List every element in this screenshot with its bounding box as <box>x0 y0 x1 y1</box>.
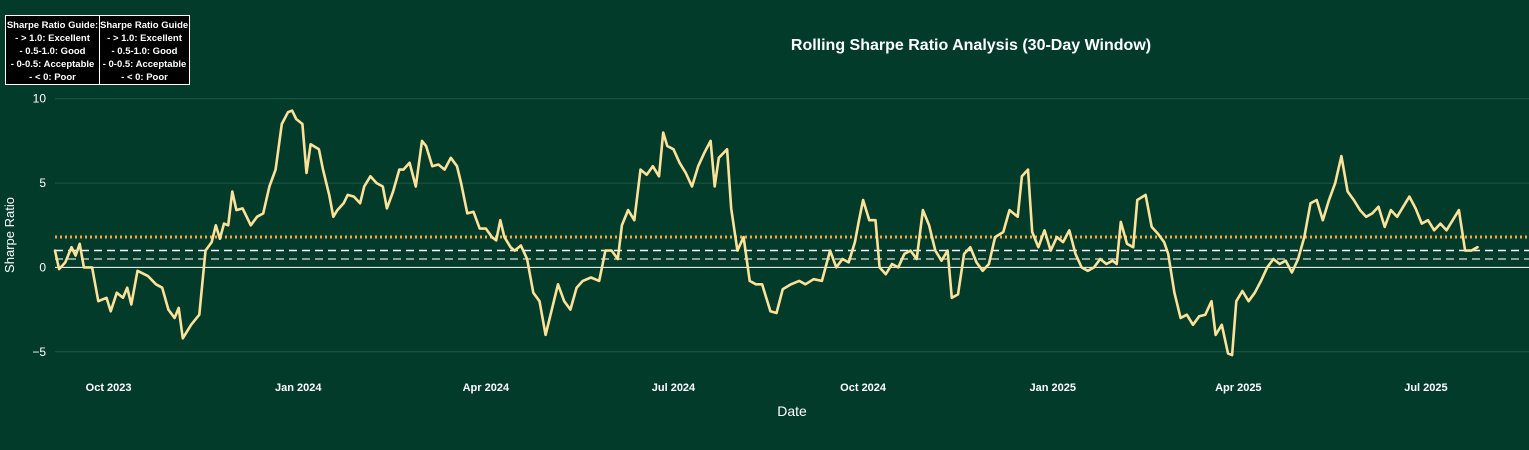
y-axis-label: Sharpe Ratio <box>2 197 17 273</box>
chart-title: Rolling Sharpe Ratio Analysis (30-Day Wi… <box>791 37 1151 54</box>
y-tick-label: 10 <box>33 92 47 106</box>
gridlines <box>55 98 1529 353</box>
x-tick-label: Jan 2024 <box>275 382 322 394</box>
y-tick-label: 5 <box>39 176 46 190</box>
x-tick-label: Jul 2024 <box>652 382 696 394</box>
guide-line-acceptable: - 0-0.5: Acceptable <box>10 59 95 70</box>
series-line <box>53 109 1479 357</box>
x-tick-label: Apr 2024 <box>463 382 510 394</box>
guide-line-poor: - < 0: Poor <box>29 72 76 83</box>
y-tick-label: 0 <box>39 260 46 274</box>
guide-line-excellent: - > 1.0: Excellent <box>15 33 90 44</box>
x-tick-label: Oct 2023 <box>86 382 132 394</box>
x-axis-label: Date <box>777 403 807 419</box>
guide-line-acceptable: - 0-0.5: Acceptable <box>102 59 187 70</box>
x-tick-label: Oct 2024 <box>840 382 887 394</box>
sharpe-guide-box: Sharpe Ratio Guide: - > 1.0: Excellent -… <box>99 15 190 85</box>
guide-title: Sharpe Ratio Guide: <box>6 20 99 31</box>
x-axis-ticks: Oct 2023 Jan 2024 Apr 2024 Jul 2024 Oct 2024… <box>86 382 1448 394</box>
y-axis-ticks: 10 5 0 −5 <box>32 92 46 359</box>
series-layer <box>53 109 1479 357</box>
x-tick-label: Jul 2025 <box>1404 382 1447 394</box>
guide-line-good: - 0.5-1.0: Good <box>111 46 178 57</box>
sharpe-guide-box: Sharpe Ratio Guide: - > 1.0: Excellent -… <box>5 15 100 85</box>
reference-lines <box>55 235 1529 268</box>
x-tick-label: Apr 2025 <box>1215 382 1261 394</box>
guide-line-good: - 0.5-1.0: Good <box>19 46 86 57</box>
guide-title: Sharpe Ratio Guide: <box>100 20 190 31</box>
y-tick-label: −5 <box>32 345 46 359</box>
guide-line-excellent: - > 1.0: Excellent <box>107 33 182 44</box>
x-tick-label: Jan 2025 <box>1030 382 1076 394</box>
guide-line-poor: - < 0: Poor <box>121 72 168 83</box>
